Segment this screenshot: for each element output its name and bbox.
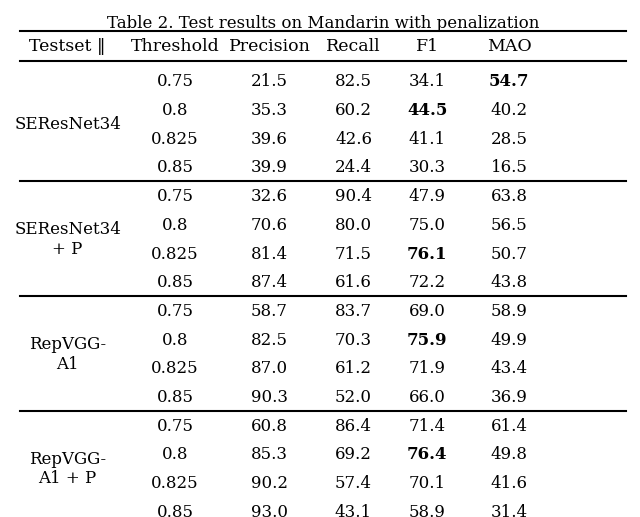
Text: Threshold: Threshold (131, 38, 220, 55)
Text: 0.8: 0.8 (162, 102, 188, 119)
Text: 75.0: 75.0 (409, 217, 445, 234)
Text: 49.9: 49.9 (491, 331, 528, 348)
Text: 56.5: 56.5 (491, 217, 527, 234)
Text: 69.2: 69.2 (335, 446, 372, 463)
Text: 0.825: 0.825 (151, 360, 198, 377)
Text: 0.75: 0.75 (156, 418, 193, 435)
Text: 63.8: 63.8 (491, 188, 528, 205)
Text: 34.1: 34.1 (409, 73, 446, 90)
Text: 30.3: 30.3 (409, 159, 446, 176)
Text: 90.3: 90.3 (251, 389, 288, 406)
Text: 0.75: 0.75 (156, 73, 193, 90)
Text: 60.2: 60.2 (335, 102, 372, 119)
Text: 0.85: 0.85 (156, 159, 193, 176)
Text: Recall: Recall (326, 38, 381, 55)
Text: 90.4: 90.4 (335, 188, 372, 205)
Text: 81.4: 81.4 (251, 246, 288, 263)
Text: 0.8: 0.8 (162, 331, 188, 348)
Text: 61.2: 61.2 (335, 360, 372, 377)
Text: 41.6: 41.6 (491, 475, 528, 492)
Text: 60.8: 60.8 (251, 418, 288, 435)
Text: 47.9: 47.9 (409, 188, 445, 205)
Text: 28.5: 28.5 (491, 131, 528, 148)
Text: MAO: MAO (487, 38, 532, 55)
Text: 44.5: 44.5 (407, 102, 447, 119)
Text: 86.4: 86.4 (335, 418, 372, 435)
Text: 71.5: 71.5 (335, 246, 372, 263)
Text: 35.3: 35.3 (251, 102, 288, 119)
Text: 70.3: 70.3 (335, 331, 372, 348)
Text: 66.0: 66.0 (409, 389, 445, 406)
Text: 70.6: 70.6 (251, 217, 288, 234)
Text: 61.6: 61.6 (335, 274, 372, 291)
Text: 58.9: 58.9 (409, 504, 445, 517)
Text: 54.7: 54.7 (489, 73, 529, 90)
Text: 83.7: 83.7 (335, 303, 372, 320)
Text: 0.85: 0.85 (156, 389, 193, 406)
Text: 32.6: 32.6 (251, 188, 288, 205)
Text: 0.8: 0.8 (162, 217, 188, 234)
Text: Table 2. Test results on Mandarin with penalization: Table 2. Test results on Mandarin with p… (107, 15, 540, 32)
Text: 90.2: 90.2 (251, 475, 288, 492)
Text: 70.1: 70.1 (409, 475, 446, 492)
Text: 0.85: 0.85 (156, 274, 193, 291)
Text: 71.4: 71.4 (409, 418, 446, 435)
Text: 71.9: 71.9 (409, 360, 445, 377)
Text: 42.6: 42.6 (335, 131, 372, 148)
Text: Testset ‖: Testset ‖ (29, 38, 106, 55)
Text: RepVGG-: RepVGG- (29, 336, 106, 353)
Text: 0.75: 0.75 (156, 303, 193, 320)
Text: 49.8: 49.8 (491, 446, 528, 463)
Text: SEResNet34: SEResNet34 (14, 221, 121, 238)
Text: 0.825: 0.825 (151, 131, 198, 148)
Text: 75.9: 75.9 (407, 331, 447, 348)
Text: 0.825: 0.825 (151, 475, 198, 492)
Text: 41.1: 41.1 (409, 131, 446, 148)
Text: F1: F1 (416, 38, 439, 55)
Text: SEResNet34: SEResNet34 (14, 116, 121, 133)
Text: A1: A1 (56, 356, 79, 373)
Text: 0.825: 0.825 (151, 246, 198, 263)
Text: 43.8: 43.8 (491, 274, 528, 291)
Text: 31.4: 31.4 (491, 504, 528, 517)
Text: 58.9: 58.9 (491, 303, 528, 320)
Text: 69.0: 69.0 (409, 303, 445, 320)
Text: 36.9: 36.9 (491, 389, 528, 406)
Text: 93.0: 93.0 (251, 504, 288, 517)
Text: 58.7: 58.7 (251, 303, 288, 320)
Text: 21.5: 21.5 (251, 73, 288, 90)
Text: 0.85: 0.85 (156, 504, 193, 517)
Text: 0.75: 0.75 (156, 188, 193, 205)
Text: 80.0: 80.0 (335, 217, 372, 234)
Text: 50.7: 50.7 (491, 246, 528, 263)
Text: 76.1: 76.1 (407, 246, 447, 263)
Text: 82.5: 82.5 (335, 73, 372, 90)
Text: 82.5: 82.5 (251, 331, 288, 348)
Text: 16.5: 16.5 (491, 159, 528, 176)
Text: 24.4: 24.4 (335, 159, 372, 176)
Text: 61.4: 61.4 (491, 418, 528, 435)
Text: 85.3: 85.3 (251, 446, 288, 463)
Text: 43.1: 43.1 (335, 504, 372, 517)
Text: 87.4: 87.4 (251, 274, 288, 291)
Text: A1 + P: A1 + P (38, 470, 97, 488)
Text: 39.6: 39.6 (251, 131, 288, 148)
Text: Precision: Precision (228, 38, 310, 55)
Text: 57.4: 57.4 (335, 475, 372, 492)
Text: 87.0: 87.0 (251, 360, 288, 377)
Text: 43.4: 43.4 (491, 360, 528, 377)
Text: 40.2: 40.2 (491, 102, 528, 119)
Text: + P: + P (52, 241, 83, 258)
Text: 76.4: 76.4 (407, 446, 447, 463)
Text: 0.8: 0.8 (162, 446, 188, 463)
Text: 52.0: 52.0 (335, 389, 372, 406)
Text: 39.9: 39.9 (251, 159, 288, 176)
Text: 72.2: 72.2 (409, 274, 446, 291)
Text: RepVGG-: RepVGG- (29, 451, 106, 468)
